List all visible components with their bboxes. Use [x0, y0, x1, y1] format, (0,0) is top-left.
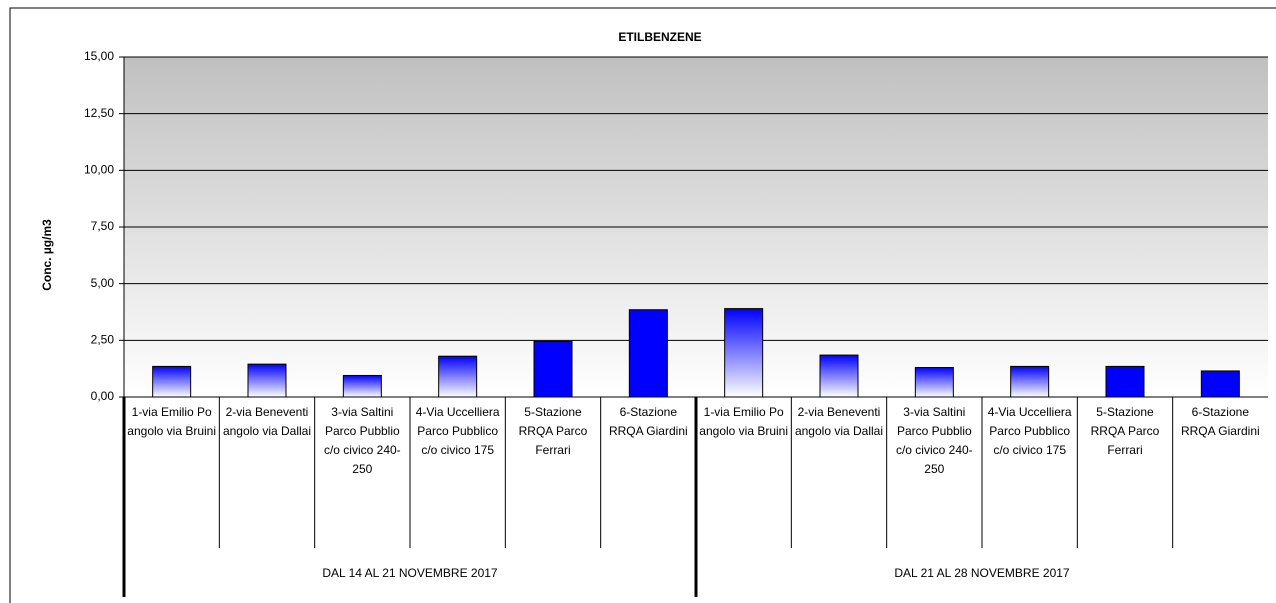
bar [1105, 365, 1145, 398]
x-tick-label: 5-Stazione RRQA Parco Ferrari [518, 405, 588, 457]
chart-title: ETILBENZENE [618, 30, 701, 44]
bar [438, 355, 478, 398]
bar [152, 365, 192, 398]
x-tick-label: 1-via Emilio Po angolo via Bruini [127, 405, 217, 438]
x-tick-label: 2-via Beneventi angolo via Dallai [794, 405, 884, 438]
bar [819, 354, 859, 398]
group-label: DAL 14 AL 21 NOVEMBRE 2017 [322, 566, 498, 580]
bar [914, 367, 954, 398]
x-tick-label: 4-Via Uccelliera Parco Pubblico c/o civi… [987, 405, 1072, 457]
y-tick-label: 7,50 [91, 219, 115, 233]
x-tick-label: 2-via Beneventi angolo via Dallai [222, 405, 312, 438]
y-tick-label: 12,50 [84, 106, 114, 120]
bar [724, 308, 764, 398]
bar [1010, 365, 1050, 398]
y-tick-label: 5,00 [91, 276, 115, 290]
x-tick-label: 3-via Saltini Parco Pubblio c/o civico 2… [895, 405, 973, 476]
bar [342, 374, 382, 398]
x-tick-label: 4-Via Uccelliera Parco Pubblico c/o civi… [415, 405, 500, 457]
y-tick-label: 10,00 [84, 163, 114, 177]
bar [533, 340, 573, 398]
bar [1200, 370, 1240, 398]
y-tick-label: 0,00 [91, 389, 115, 403]
y-tick-label: 15,00 [84, 49, 114, 63]
y-tick-label: 2,50 [91, 333, 115, 347]
x-tick-label: 3-via Saltini Parco Pubblio c/o civico 2… [323, 405, 401, 476]
bar [628, 309, 668, 398]
x-tick-label: 1-via Emilio Po angolo via Bruini [699, 405, 789, 438]
y-axis-label: Conc. µg/m3 [40, 219, 54, 291]
chart-frame [9, 7, 1276, 603]
x-tick-label: 6-Stazione RRQA Giardini [1180, 405, 1260, 438]
bar [247, 363, 287, 398]
x-tick-label: 6-Stazione RRQA Giardini [608, 405, 688, 438]
group-label: DAL 21 AL 28 NOVEMBRE 2017 [894, 566, 1070, 580]
x-tick-label: 5-Stazione RRQA Parco Ferrari [1090, 405, 1160, 457]
